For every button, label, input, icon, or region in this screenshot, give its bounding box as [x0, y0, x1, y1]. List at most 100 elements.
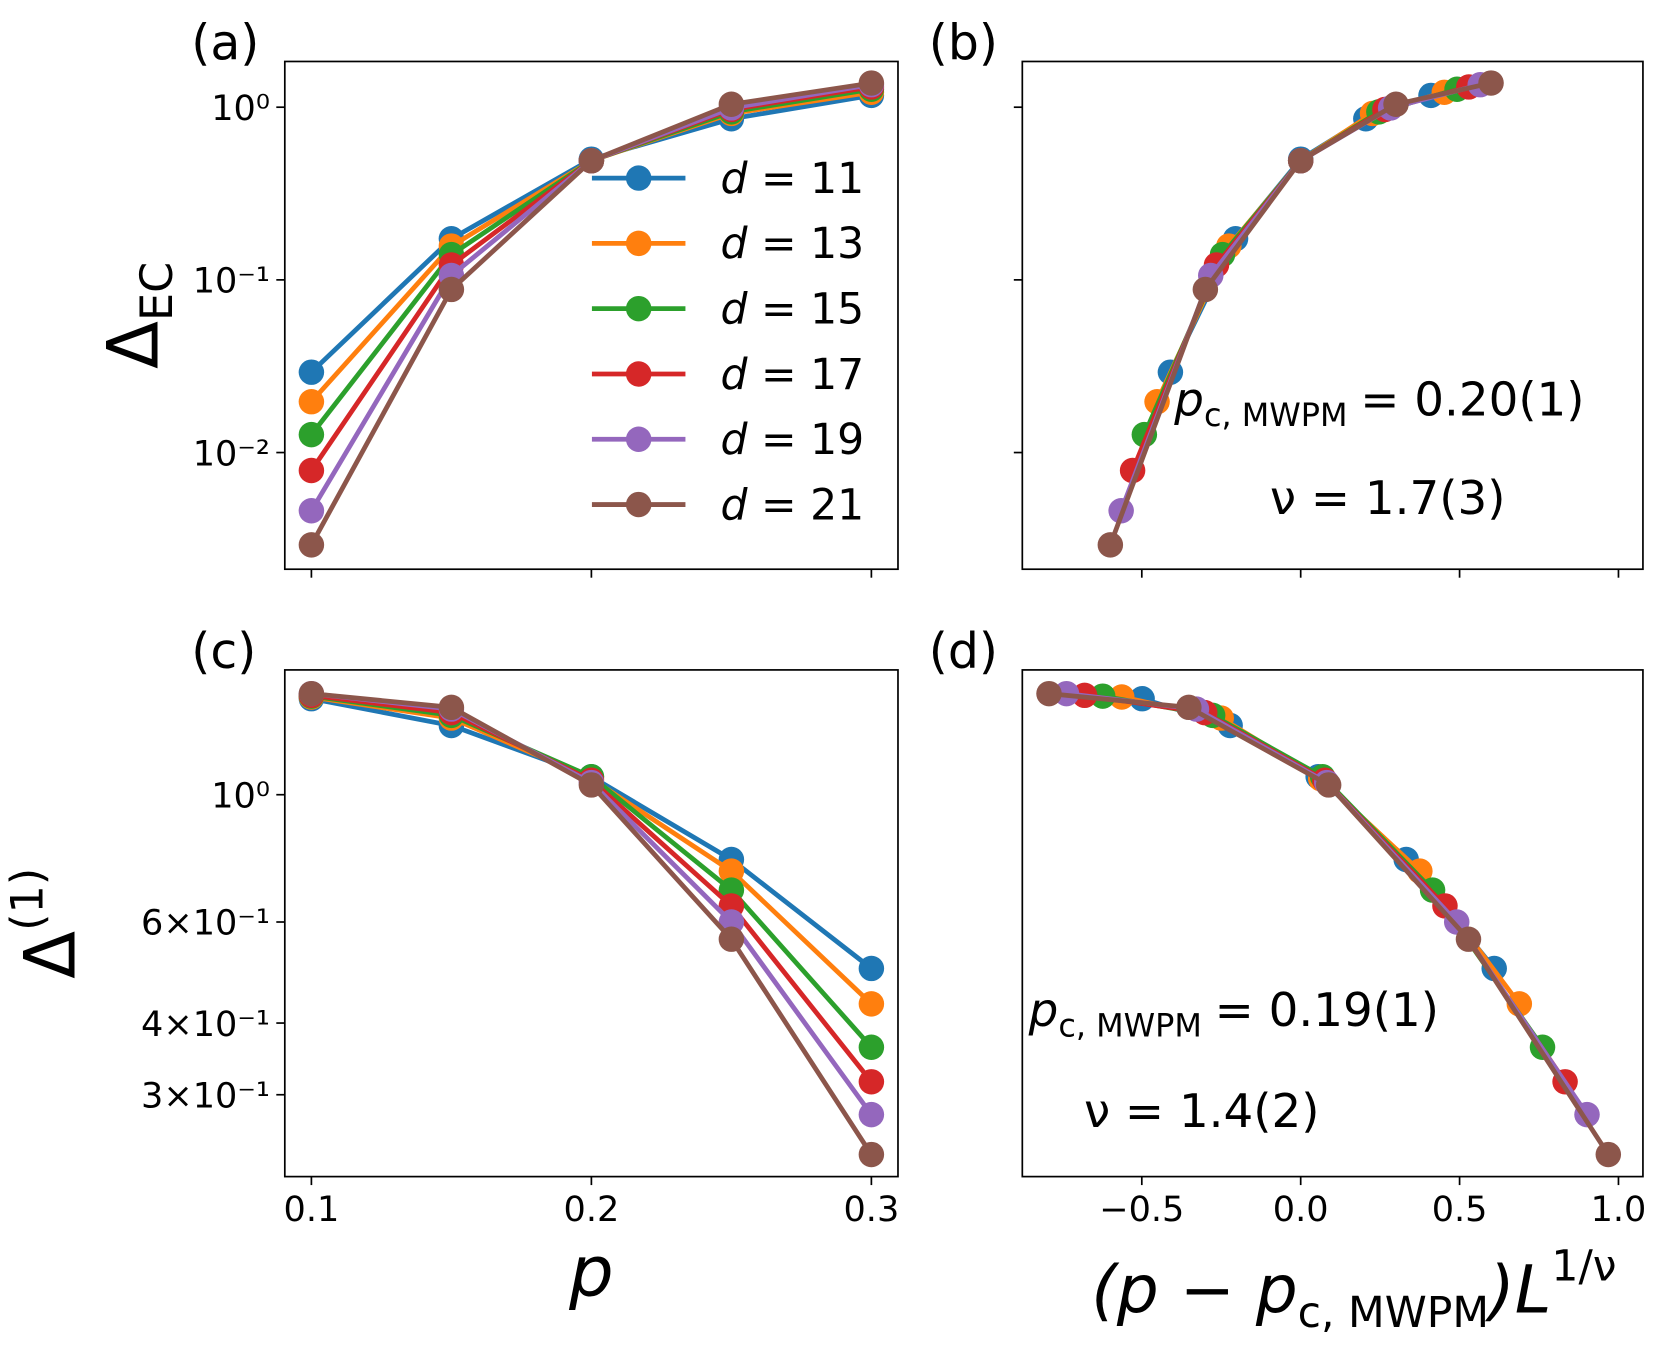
annotation-text: ν = 1.7(3)	[1270, 472, 1506, 526]
plot-frame	[283, 669, 899, 1178]
data-point	[298, 680, 325, 707]
y-tick-label: 10⁰	[211, 88, 270, 129]
legend-label: d = 19	[721, 416, 865, 465]
legend-label: d = 11	[721, 155, 865, 204]
legend-label: d = 21	[721, 481, 865, 530]
data-point	[1315, 772, 1342, 798]
panel: (a) 10⁰ 10⁻¹ 10⁻² d = 11 d = 13 d = 15 d = 17 d …	[92, 14, 899, 578]
x-label-subscript: c, MWPM	[1298, 1289, 1489, 1338]
series-line	[1168, 93, 1432, 374]
data-point	[858, 70, 885, 96]
x-tick-label: 0.2	[564, 1189, 620, 1230]
annotation-text: = 0.20(1)	[1360, 374, 1584, 428]
series-line	[311, 693, 874, 1049]
annotation-subscript: c, MWPM	[1058, 1007, 1202, 1045]
annotation-subscript: c, MWPM	[1204, 396, 1348, 434]
panel: (c) 0.1 0.2 0.3 10⁰ 6×10⁻¹ 4×10⁻¹ 3×10⁻¹ Δ(1) p	[1, 623, 899, 1312]
annotation: pc, MWPM = 0.20(1)	[1173, 374, 1584, 435]
panel-label: (d)	[929, 623, 998, 680]
legend-label: d = 15	[721, 286, 865, 335]
x-label-part: )L	[1484, 1251, 1551, 1328]
x-tick-label: 0.3	[844, 1189, 900, 1230]
data-point	[1478, 70, 1504, 96]
data-point	[858, 1034, 885, 1060]
data-point	[718, 858, 745, 884]
x-axis-label: p	[568, 1230, 614, 1312]
legend-marker	[625, 426, 652, 452]
data-point	[578, 147, 605, 174]
data-point	[578, 772, 605, 798]
data-point	[858, 991, 885, 1017]
y-axis-label: ΔEC	[92, 262, 183, 369]
series-line	[1121, 694, 1522, 1006]
series-line	[311, 694, 874, 1006]
panel: (b) pc, MWPM = 0.20(1) ν = 1.7(3)	[929, 14, 1644, 578]
data-point	[718, 91, 745, 117]
annotation-text: ν = 1.4(2)	[1084, 1085, 1320, 1139]
annotation: ν = 1.4(2)	[1084, 1085, 1320, 1139]
plot-frame	[1021, 669, 1644, 1178]
annotation-symbol: p	[1028, 984, 1059, 1038]
data-point	[298, 498, 325, 524]
data-point	[1595, 1141, 1622, 1168]
data-point	[858, 1069, 885, 1095]
y-label-subscript: EC	[131, 262, 183, 321]
figure-content: (a) 10⁰ 10⁻¹ 10⁻² d = 11 d = 13 d = 15 d = 17 d …	[1, 14, 1646, 1338]
annotation-symbol: p	[1173, 374, 1204, 428]
data-point	[1192, 276, 1219, 303]
data-point	[718, 926, 745, 952]
data-point	[1097, 532, 1124, 558]
data-point	[298, 532, 325, 558]
series-line	[1154, 90, 1446, 403]
x-tick-label: 1.0	[1591, 1189, 1647, 1230]
legend-label: d = 13	[721, 220, 865, 269]
x-tick-label: −0.5	[1099, 1189, 1184, 1230]
data-point	[298, 388, 325, 415]
data-point	[438, 276, 465, 303]
annotation-text: = 0.19(1)	[1215, 984, 1439, 1038]
x-axis-label: (p − pc, MWPM)L1/ν	[1091, 1243, 1616, 1339]
data-point	[1383, 91, 1409, 117]
data-point	[858, 1141, 885, 1168]
x-tick-label: 0.1	[284, 1189, 340, 1230]
panel-label: (c)	[191, 623, 256, 680]
y-tick-label: 10⁰	[211, 775, 270, 816]
panel-label: (b)	[929, 14, 998, 71]
panel: (d)−0.5 0.0 0.5 1.0pc, MWPM = 0.19(1)ν = 1.4…	[929, 623, 1647, 1338]
data-point	[438, 694, 465, 721]
y-tick-label: 10⁻¹	[193, 261, 270, 302]
y-tick-label: 4×10⁻¹	[141, 1004, 270, 1045]
legend-label: d = 17	[721, 351, 865, 400]
x-tick-label: 0.0	[1273, 1189, 1329, 1230]
legend-marker	[625, 295, 652, 322]
x-label-part: (p − p	[1091, 1251, 1297, 1328]
series-line	[310, 696, 873, 971]
data-point	[1036, 680, 1062, 707]
series-line	[309, 84, 872, 472]
legend-marker	[625, 361, 652, 387]
annotation: ν = 1.7(3)	[1270, 472, 1506, 526]
data-point	[858, 955, 885, 982]
data-point	[298, 359, 325, 385]
data-point	[1176, 694, 1202, 721]
plot-frame	[1021, 60, 1644, 571]
y-axis-label: Δ(1)	[1, 868, 91, 979]
legend-marker	[625, 491, 652, 518]
y-tick-label: 10⁻²	[193, 433, 270, 474]
series-line	[1066, 691, 1589, 1116]
y-label-base: Δ	[92, 321, 174, 369]
panel-label: (a)	[191, 14, 259, 71]
x-tick-label: 0.5	[1432, 1189, 1488, 1230]
y-tick-label: 3×10⁻¹	[141, 1075, 270, 1116]
legend-marker	[625, 165, 652, 191]
y-label-base: Δ	[9, 931, 91, 979]
data-point	[298, 421, 325, 448]
data-point	[1455, 926, 1482, 952]
y-label-superscript: (1)	[1, 868, 53, 931]
data-point	[1287, 147, 1314, 174]
series-line	[1141, 696, 1497, 970]
data-point	[858, 1101, 885, 1128]
y-tick-label: 6×10⁻¹	[141, 903, 270, 944]
x-label-superscript: 1/ν	[1551, 1243, 1616, 1292]
